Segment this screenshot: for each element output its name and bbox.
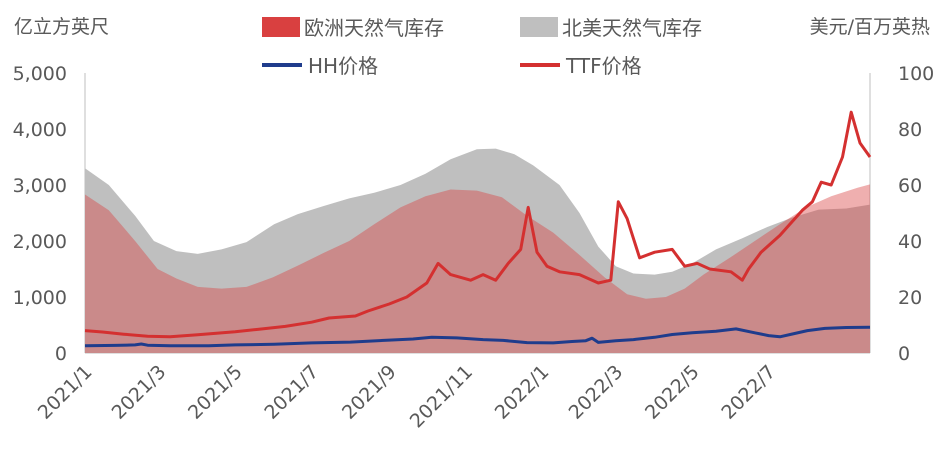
- legend-swatch-hh-price: [262, 62, 302, 67]
- legend-item-ttf-price: TTF价格: [520, 50, 642, 79]
- legend-label-us-storage: 北美天然气库存: [562, 16, 702, 40]
- right-tick-label: 20: [898, 287, 922, 309]
- right-tick-label: 80: [898, 119, 922, 141]
- left-tick-label: 5,000: [13, 63, 67, 85]
- right-tick-label: 0: [898, 343, 910, 365]
- left-tick-label: 2,000: [13, 231, 67, 253]
- legend-item-eu-storage: 欧洲天然气库存: [262, 12, 444, 41]
- us-storage-area: [85, 148, 870, 353]
- legend-label-ttf-price: TTF价格: [566, 54, 642, 78]
- legend-item-us-storage: 北美天然气库存: [520, 12, 702, 41]
- legend-swatch-eu-storage: [262, 16, 300, 37]
- x-tick-label: 2021/5: [184, 361, 247, 424]
- x-tick-label: 2022/7: [717, 361, 780, 424]
- right-tick-label: 60: [898, 175, 922, 197]
- x-tick-label: 2022/3: [565, 361, 628, 424]
- x-tick-label: 2022/5: [641, 361, 704, 424]
- x-tick-label: 2021/9: [338, 361, 401, 424]
- x-tick-label: 2021/11: [406, 361, 477, 432]
- legend-label-hh-price: HH价格: [308, 54, 379, 78]
- left-tick-label: 4,000: [13, 119, 67, 141]
- right-tick-label: 40: [898, 231, 922, 253]
- legend-swatch-us-storage: [520, 16, 558, 37]
- left-tick-label: 3,000: [13, 175, 67, 197]
- x-tick-label: 2022/1: [491, 361, 554, 424]
- left-tick-label: 0: [55, 343, 67, 365]
- legend-item-hh-price: HH价格: [262, 50, 378, 79]
- ttf-price-line: [84, 110, 872, 339]
- eu-storage-area: [85, 184, 870, 353]
- legend-label-eu-storage: 欧洲天然气库存: [304, 16, 444, 40]
- left-axis-unit: 亿立方英尺: [14, 16, 110, 38]
- right-axis-unit: 美元/百万英热: [809, 16, 930, 38]
- left-tick-label: 1,000: [13, 287, 67, 309]
- right-tick-label: 100: [898, 63, 934, 85]
- x-tick-label: 2021/7: [260, 361, 323, 424]
- x-tick-label: 2021/1: [34, 361, 97, 424]
- x-tick-label: 2021/3: [108, 361, 171, 424]
- hh-price-line: [84, 325, 871, 348]
- legend-swatch-ttf-price: [520, 62, 560, 67]
